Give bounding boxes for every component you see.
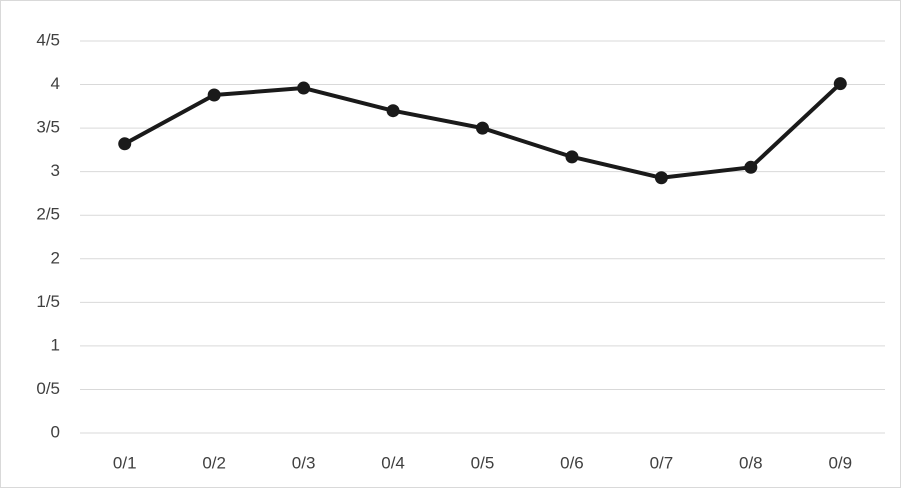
- x-tick-label: 0/1: [113, 453, 137, 472]
- data-point: [297, 81, 311, 95]
- y-tick-label: 0: [51, 422, 60, 441]
- x-tick-label: 0/5: [471, 453, 495, 472]
- y-tick-label: 2: [51, 248, 60, 267]
- data-point: [565, 150, 579, 164]
- y-tick-label: 2/5: [36, 205, 60, 224]
- x-tick-label: 0/9: [828, 453, 852, 472]
- data-point: [118, 137, 132, 151]
- y-tick-label: 3/5: [36, 118, 60, 137]
- x-tick-label: 0/8: [739, 453, 763, 472]
- data-point: [476, 121, 489, 135]
- y-tick-label: 0/5: [36, 379, 60, 398]
- data-point: [654, 171, 668, 185]
- y-tick-label: 1: [51, 335, 60, 354]
- x-tick-label: 0/6: [560, 453, 584, 472]
- x-tick-label: 0/7: [650, 453, 674, 472]
- x-tick-label: 0/4: [381, 453, 405, 472]
- y-tick-label: 3: [51, 161, 60, 180]
- data-point: [833, 77, 847, 91]
- data-point: [207, 88, 221, 102]
- y-tick-label: 1/5: [36, 292, 60, 311]
- x-tick-label: 0/3: [292, 453, 316, 472]
- x-tick-label: 0/2: [202, 453, 226, 472]
- data-point: [386, 104, 400, 118]
- y-tick-label: 4/5: [36, 30, 60, 49]
- y-tick-label: 4: [51, 74, 60, 93]
- data-point: [744, 160, 758, 174]
